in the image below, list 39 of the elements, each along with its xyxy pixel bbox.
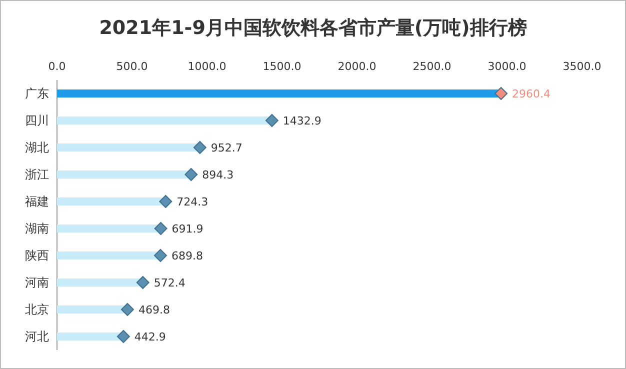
x-tick-label: 3000.0	[488, 60, 526, 73]
point	[120, 303, 134, 316]
point	[184, 168, 198, 181]
data-label: 442.9	[134, 330, 166, 344]
y-tick-label: 河南	[25, 276, 49, 290]
y-tick-label: 四川	[25, 114, 49, 128]
y-tick-label: 河北	[25, 330, 49, 344]
x-tick-label: 500.0	[116, 60, 148, 73]
data-label: 469.8	[138, 304, 170, 316]
chart-title: 2021年1-9月中国软饮料各省市产量(万吨)排行榜	[99, 17, 527, 39]
y-tick-label: 福建	[25, 194, 49, 208]
data-label: 894.3	[202, 168, 234, 182]
point	[494, 87, 508, 100]
data-label: 572.4	[154, 276, 186, 290]
y-tick-label: 湖北	[25, 140, 49, 154]
x-tick-label: 3500.0	[562, 60, 602, 73]
x-tick-label: 2500.0	[412, 60, 452, 73]
data-label: 689.8	[171, 250, 203, 262]
x-tick-label: 0.0	[48, 60, 66, 73]
y-tick-label: 北京	[25, 302, 49, 316]
point	[159, 195, 172, 208]
data-label: 952.7	[210, 142, 242, 154]
data-label: 691.9	[172, 222, 204, 236]
point	[154, 222, 168, 235]
data-label: 724.3	[176, 196, 208, 208]
x-tick-label: 1000.0	[188, 60, 226, 73]
point	[265, 114, 278, 127]
data-label: 2960.4	[512, 88, 551, 100]
y-tick-label: 陕西	[25, 248, 49, 262]
x-tick-label: 1500.0	[262, 60, 302, 73]
y-tick-label: 广东	[25, 86, 49, 100]
y-tick-label: 浙江	[25, 168, 49, 182]
point	[154, 249, 167, 262]
point	[193, 141, 206, 154]
point	[136, 276, 150, 289]
y-tick-label: 湖南	[25, 222, 49, 236]
data-label: 1432.9	[282, 114, 322, 128]
point	[116, 330, 130, 343]
x-tick-label: 2000.0	[338, 60, 376, 73]
